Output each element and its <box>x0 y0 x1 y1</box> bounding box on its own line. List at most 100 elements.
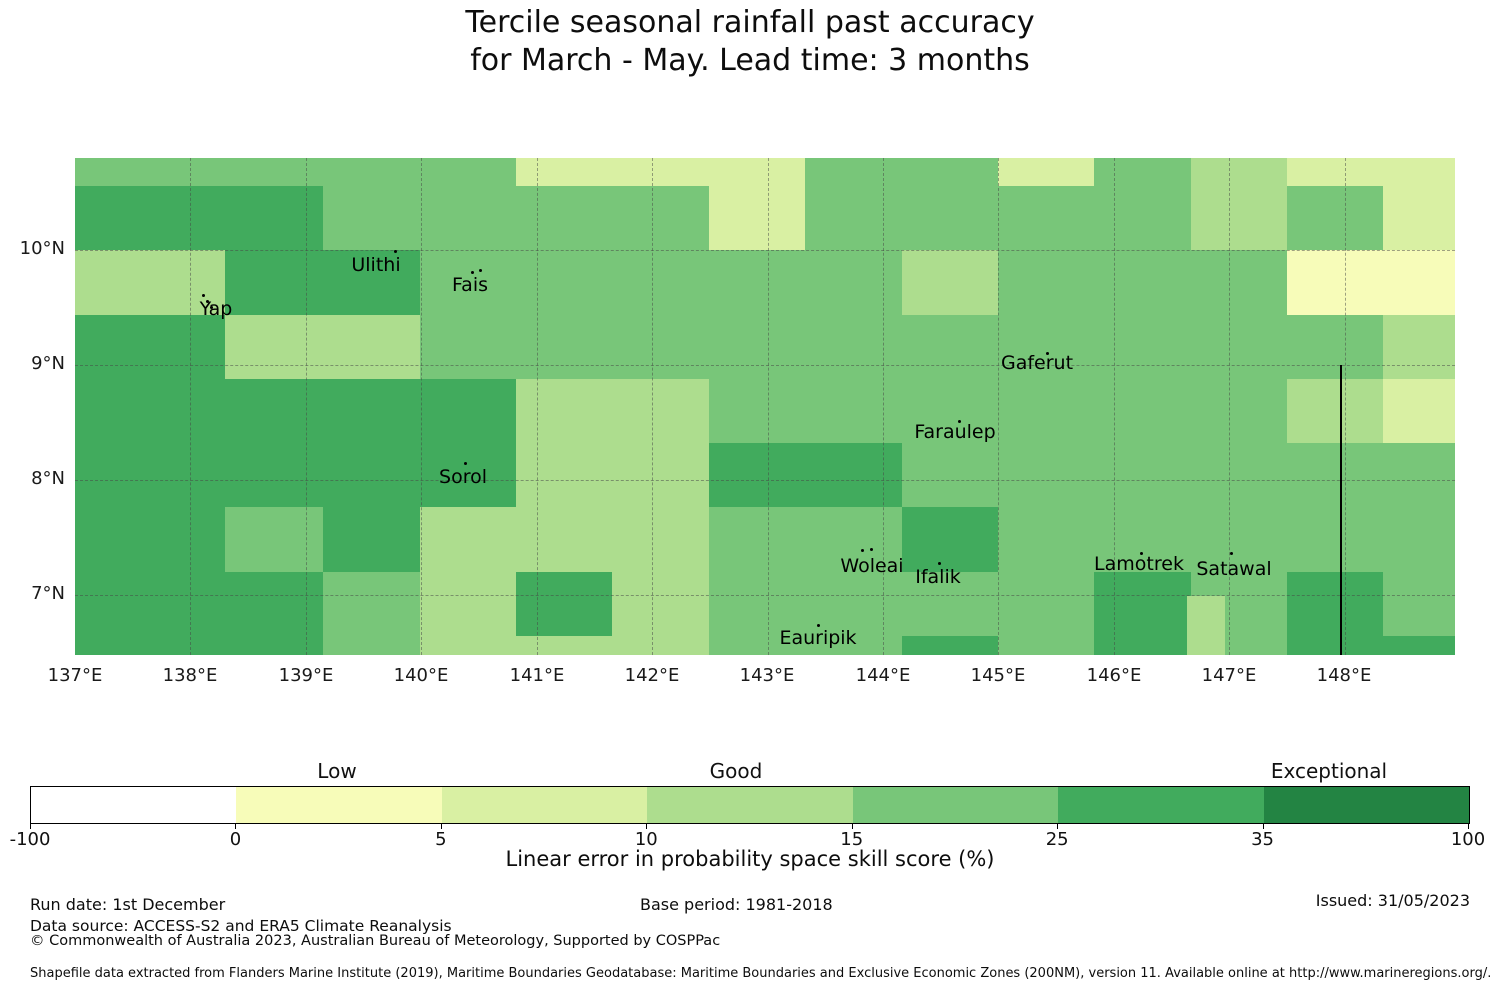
heatmap-cell <box>225 379 324 444</box>
longitude-gridline <box>1344 158 1346 655</box>
longitude-gridline <box>1113 158 1115 655</box>
heatmap-cell <box>323 571 421 637</box>
heatmap-cell <box>612 250 710 316</box>
island-label-yap: Yap <box>199 298 233 320</box>
heatmap-cell <box>709 186 806 251</box>
x-tick-label: 148°E <box>1316 665 1372 686</box>
heatmap-cell <box>1286 314 1384 380</box>
heatmap-cell <box>1190 186 1288 251</box>
colorbar-category-label: Low <box>317 759 357 783</box>
heatmap-cell <box>1094 158 1192 187</box>
heatmap-cell <box>75 314 130 380</box>
colorbar-tick-mark <box>1262 823 1264 829</box>
heatmap-cell <box>1286 250 1384 316</box>
heatmap-cell <box>420 314 517 380</box>
heatmap-cell <box>1190 250 1288 316</box>
colorbar-segment <box>647 787 853 823</box>
x-tick-label: 144°E <box>855 665 911 686</box>
heatmap-cell <box>1383 635 1455 655</box>
island-label-eauripik: Eauripik <box>779 627 857 649</box>
x-tick-label: 137°E <box>47 665 103 686</box>
x-tick-label: 139°E <box>278 665 334 686</box>
heatmap-cell <box>1286 158 1384 187</box>
island-marker-dot <box>394 250 397 253</box>
heatmap-cell <box>1094 186 1192 251</box>
heatmap-cell <box>901 379 999 444</box>
island-label-lamotrek: Lamotrek <box>1094 553 1184 575</box>
heatmap-cell <box>1383 314 1455 380</box>
heatmap-cell <box>516 507 613 573</box>
colorbar-tick-mark <box>646 823 648 829</box>
longitude-gridline <box>998 158 1000 655</box>
heatmap-cell <box>805 250 903 316</box>
colorbar-segment <box>441 787 648 823</box>
heatmap-cell <box>516 379 613 444</box>
heatmap-cell <box>128 186 226 251</box>
heatmap-cell <box>420 443 517 508</box>
heatmap-cell <box>516 571 613 637</box>
heatmap-cell <box>323 314 421 380</box>
y-tick-label: 10°N <box>19 238 65 259</box>
heatmap-cell <box>323 507 421 573</box>
heatmap-cell <box>1190 158 1288 187</box>
heatmap-cell <box>1286 186 1384 251</box>
island-marker-dot <box>870 548 873 551</box>
heatmap-cell <box>323 250 421 316</box>
heatmap-cell <box>225 158 324 187</box>
latitude-gridline <box>75 479 1455 481</box>
heatmap-cell <box>612 186 710 251</box>
heatmap-cell <box>901 250 999 316</box>
y-tick-label: 8°N <box>31 468 65 489</box>
colorbar-tick-label: 10 <box>634 829 658 850</box>
colorbar-tick-mark <box>851 823 853 829</box>
heatmap-cell <box>516 635 613 655</box>
heatmap-cell <box>75 635 130 655</box>
chart-title-line-1: Tercile seasonal rainfall past accuracy <box>465 5 1035 40</box>
heatmap-cell <box>225 571 324 637</box>
island-marker-dot <box>464 462 467 465</box>
heatmap-cell <box>998 571 1095 637</box>
colorbar-tick-mark <box>1057 823 1059 829</box>
island-marker-dot <box>210 306 213 309</box>
heatmap-cell <box>323 186 421 251</box>
colorbar <box>30 786 1470 824</box>
heatmap-cell <box>323 635 421 655</box>
x-tick-label: 143°E <box>739 665 795 686</box>
longitude-gridline <box>305 158 307 655</box>
heatmap-cell <box>709 443 806 508</box>
heatmap-cell <box>225 507 324 573</box>
colorbar-category-label: Good <box>709 759 763 783</box>
heatmap-cell <box>516 186 613 251</box>
heatmap-cell <box>1383 379 1455 444</box>
heatmap-cell <box>75 571 130 637</box>
heatmap-cell <box>128 379 226 444</box>
heatmap-cell <box>1094 571 1192 637</box>
heatmap-cell <box>805 571 903 637</box>
heatmap-cell <box>75 443 130 508</box>
island-label-woleai: Woleai <box>840 555 904 577</box>
heatmap-cell <box>1094 507 1192 573</box>
colorbar-tick-label: 25 <box>1045 829 1069 850</box>
heatmap-cell <box>1383 443 1455 508</box>
heatmap-cell <box>225 250 324 316</box>
heatmap-cell <box>516 314 613 380</box>
heatmap-cell <box>709 507 806 573</box>
heatmap-cell <box>420 507 517 573</box>
colorbar-tick-label: 0 <box>229 829 242 850</box>
heatmap-cell <box>1286 379 1384 444</box>
longitude-gridline <box>882 158 884 655</box>
colorbar-tick-mark <box>1468 823 1469 829</box>
island-marker-dot <box>471 271 474 274</box>
colorbar-segment <box>852 787 1059 823</box>
colorbar-tick-mark <box>30 823 31 829</box>
heatmap-cell <box>901 635 999 655</box>
heatmap-cell <box>998 314 1095 380</box>
heatmap-cell <box>128 635 226 655</box>
heatmap-cell <box>805 635 903 655</box>
heatmap-cell <box>901 571 999 637</box>
heatmap-cell <box>1383 507 1455 573</box>
longitude-gridline <box>1229 158 1231 655</box>
heatmap-cell <box>516 443 613 508</box>
island-marker-dot <box>861 549 864 552</box>
